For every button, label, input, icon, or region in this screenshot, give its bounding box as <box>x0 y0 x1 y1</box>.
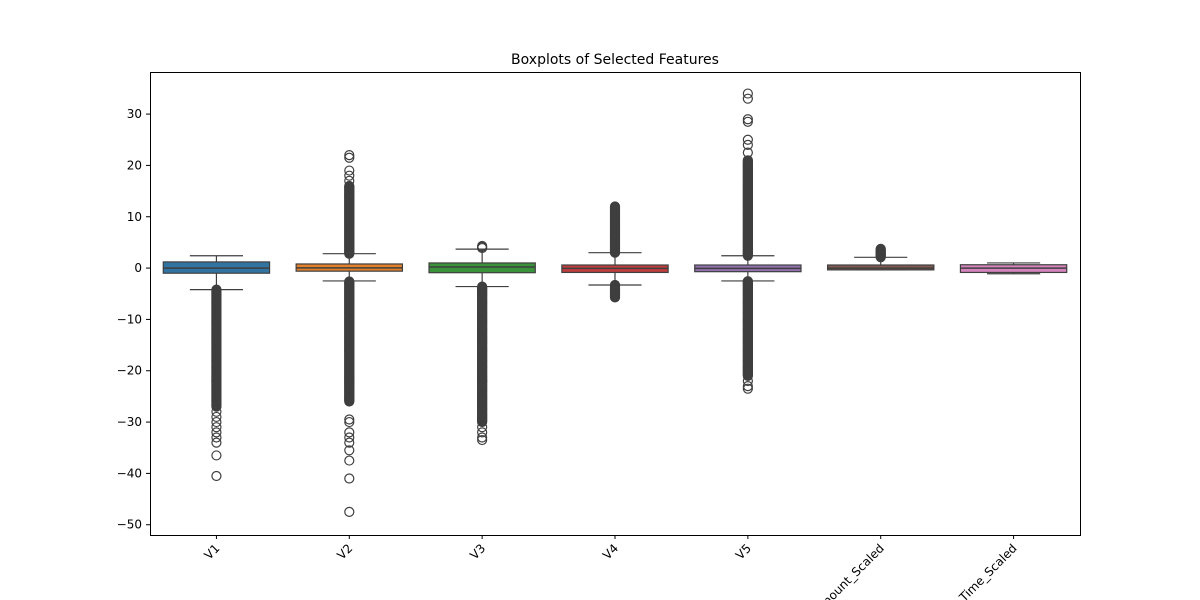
outlier-point <box>742 88 753 99</box>
outlier-point <box>211 422 222 433</box>
outlier-point <box>344 473 355 484</box>
y-tick-label: −10 <box>117 312 142 326</box>
outlier-point <box>344 150 355 161</box>
x-tick-label: Amount_Scaled <box>811 541 887 600</box>
outlier-point <box>477 432 488 443</box>
outlier-point <box>742 155 753 166</box>
outlier-point <box>344 427 355 438</box>
outlier-point <box>609 201 621 212</box>
x-tick-label: V3 <box>467 541 488 562</box>
outlier-point <box>344 170 355 181</box>
outlier-point <box>211 411 222 423</box>
y-tick-label: −50 <box>117 518 142 532</box>
x-tick-label: V1 <box>201 541 222 562</box>
outlier-point <box>742 375 753 387</box>
box-V1 <box>162 255 271 482</box>
box-V3 <box>428 240 536 446</box>
outlier-point <box>211 432 222 443</box>
box-V2 <box>295 150 404 518</box>
outlier-point <box>742 93 753 104</box>
outlier-point <box>211 416 222 428</box>
outlier-point <box>344 414 355 425</box>
y-tick-label: −20 <box>117 364 142 378</box>
x-tick-label: Time_Scaled <box>956 541 1020 600</box>
outlier-point <box>344 445 355 456</box>
box-iqr <box>428 262 536 274</box>
y-tick-label: −40 <box>117 466 142 480</box>
y-tick-label: 30 <box>127 107 142 121</box>
outlier-point <box>211 406 222 417</box>
plot-frame <box>150 72 1081 536</box>
box-V4 <box>561 201 669 303</box>
outlier-point <box>742 139 753 150</box>
outlier-point <box>742 381 753 392</box>
outlier-point <box>344 437 355 448</box>
x-tick-label: V2 <box>334 541 355 562</box>
outlier-point <box>211 450 222 461</box>
outlier-point <box>344 175 355 186</box>
outlier-point <box>344 152 355 163</box>
outlier-point <box>344 180 355 192</box>
x-tick-label: V5 <box>733 541 754 562</box>
outlier-point <box>875 243 886 254</box>
outlier-point <box>742 134 753 145</box>
box-Amount_Scaled <box>826 243 935 271</box>
y-tick-label: 10 <box>127 210 142 224</box>
box-V5 <box>694 88 802 394</box>
outlier-point <box>477 434 488 446</box>
y-tick-label: −30 <box>117 415 142 429</box>
outlier-point <box>211 427 222 438</box>
outlier-point <box>477 422 488 433</box>
outlier-point <box>742 147 753 158</box>
y-tick-label: 0 <box>134 261 142 275</box>
y-tick-label: 20 <box>127 158 142 172</box>
outlier-point <box>742 114 753 125</box>
outlier-point <box>742 116 753 127</box>
x-tick-label: V4 <box>600 541 621 562</box>
outlier-point <box>344 416 355 428</box>
box-Time_Scaled <box>959 262 1068 275</box>
outlier-point <box>477 427 488 438</box>
outlier-point <box>211 437 222 448</box>
outlier-point <box>344 432 355 443</box>
chart-title: Boxplots of Selected Features <box>511 52 719 68</box>
outlier-point <box>344 506 355 518</box>
outlier-point <box>344 455 355 466</box>
outlier-point <box>211 470 222 482</box>
outlier-point <box>742 383 753 394</box>
outlier-point <box>344 165 355 176</box>
